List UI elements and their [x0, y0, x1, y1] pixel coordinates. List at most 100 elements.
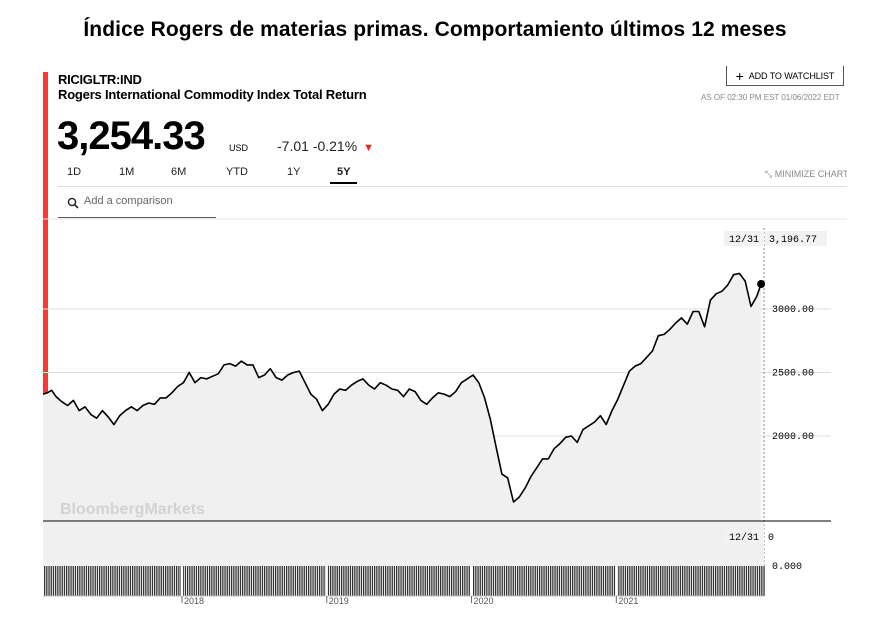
volume-bar [717, 566, 719, 596]
tab-1m[interactable]: 1M [119, 166, 135, 178]
volume-date-box [724, 529, 764, 544]
volume-bar [759, 566, 761, 596]
volume-bar [314, 566, 316, 596]
volume-bar [154, 566, 156, 596]
volume-bar [257, 566, 259, 596]
volume-bar [50, 566, 52, 596]
add-to-watchlist-button[interactable]: + ADD TO WATCHLIST [726, 66, 844, 86]
volume-panel [43, 522, 764, 566]
volume-bar [640, 566, 642, 596]
volume-bar [448, 566, 451, 596]
volume-bar [239, 566, 242, 596]
volume-bar [492, 566, 495, 596]
volume-bar [382, 566, 385, 596]
volume-bar [110, 566, 112, 596]
volume-bar [393, 566, 396, 596]
tab-1y[interactable]: 1Y [287, 166, 301, 178]
volume-bar [728, 566, 730, 596]
volume-bar [761, 566, 763, 596]
volume-bar [145, 566, 147, 596]
volume-bar [578, 566, 580, 596]
volume-bar [374, 566, 376, 596]
volume-bar [228, 566, 231, 596]
volume-bar [528, 566, 530, 596]
volume-bar [116, 566, 118, 596]
volume-bar [464, 566, 466, 596]
volume-bar [490, 566, 492, 596]
volume-bar [99, 566, 101, 596]
volume-bar [532, 566, 534, 596]
volume-bar [316, 566, 319, 596]
volume-bar [242, 566, 244, 596]
down-arrow-icon: ▼ [363, 142, 374, 154]
tab-5y[interactable]: 5Y [330, 166, 358, 184]
volume-bar [299, 566, 301, 596]
volume-bar [255, 566, 257, 596]
tab-ytd[interactable]: YTD [226, 166, 248, 178]
volume-bar [305, 566, 308, 596]
volume-bar [330, 566, 332, 596]
volume-bar [580, 566, 583, 596]
volume-bar [123, 566, 125, 596]
volume-bar [508, 566, 510, 596]
volume-bar [514, 566, 517, 596]
volume-bar [376, 566, 378, 596]
volume-bar [270, 566, 272, 596]
volume-bar [620, 566, 622, 596]
volume-bar [437, 566, 440, 596]
volume-date-label: 12/31 [729, 532, 759, 544]
volume-bar [609, 566, 611, 596]
volume-bar [598, 566, 600, 596]
year-separator [180, 566, 183, 596]
volume-bar [290, 566, 292, 596]
volume-bar [651, 566, 653, 596]
volume-bar [426, 566, 429, 596]
volume-bar [92, 566, 94, 596]
volume-bar [552, 566, 554, 596]
tab-1d[interactable]: 1D [67, 166, 82, 178]
volume-bar [477, 566, 479, 596]
volume-bar [688, 566, 690, 596]
volume-bar [391, 566, 393, 596]
volume-bar [224, 566, 226, 596]
last-value-box [765, 231, 827, 246]
volume-bar [182, 566, 184, 596]
last-date-box [724, 231, 764, 246]
volume-bar [167, 566, 169, 596]
last-point-marker [757, 280, 766, 289]
volume-bar [723, 566, 726, 596]
y-tick-2500: 2500.00 [772, 369, 814, 380]
minimize-chart-button[interactable]: ⤡ MINIMIZE CHART [765, 169, 847, 180]
volume-bar [220, 566, 222, 596]
volume-bar [756, 566, 759, 596]
volume-bar [675, 566, 677, 596]
volume-bar [407, 566, 409, 596]
volume-bar [745, 566, 748, 596]
volume-bar [422, 566, 424, 596]
volume-bar [486, 566, 488, 596]
volume-bar [706, 566, 708, 596]
comparison-search[interactable] [58, 193, 216, 218]
last-value-label: 3,196.77 [769, 235, 817, 246]
volume-bar [629, 566, 631, 596]
volume-bar [646, 566, 649, 596]
tab-6m[interactable]: 6M [171, 166, 187, 178]
comparison-input[interactable] [84, 195, 209, 207]
volume-bar [125, 566, 127, 596]
volume-bar [611, 566, 613, 596]
volume-bar [52, 566, 55, 596]
volume-bar [59, 566, 61, 596]
volume-bar [600, 566, 602, 596]
volume-bar [272, 566, 275, 596]
volume-bar [211, 566, 213, 596]
y-tick-3000: 3000.00 [772, 305, 814, 316]
volume-bar [420, 566, 422, 596]
volume-bar [343, 566, 345, 596]
volume-bar [435, 566, 437, 596]
volume-bar [622, 566, 624, 596]
volume-bar [624, 566, 627, 596]
volume-bar [360, 566, 363, 596]
volume-bar [48, 566, 50, 596]
volume-bar [488, 566, 490, 596]
